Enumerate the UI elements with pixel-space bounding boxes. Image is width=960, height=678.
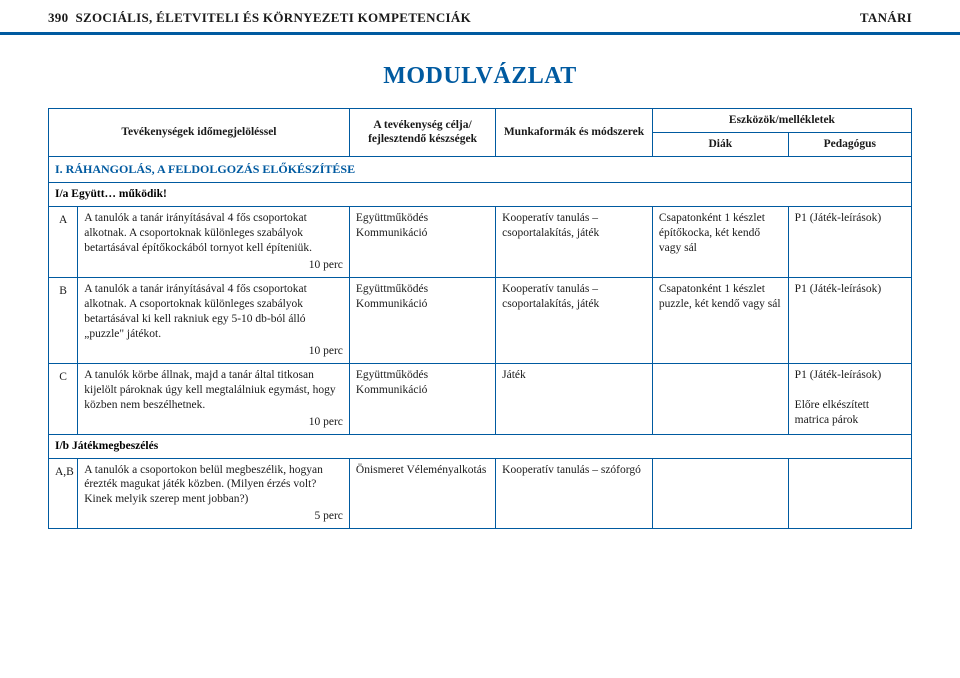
header-left-text: SZOCIÁLIS, ÉLETVITELI ÉS KÖRNYEZETI KOMP… [76, 10, 471, 25]
row-ab: A,B A tanulók a csoportokon belül megbes… [49, 458, 912, 529]
row-b: B A tanulók a tanár irányításával 4 fős … [49, 278, 912, 364]
row-b-marker: B [49, 278, 78, 364]
row-a-goal: Együttműködés Kommunikáció [349, 207, 495, 278]
header-right: TANÁRI [860, 10, 912, 26]
row-c: C A tanulók körbe állnak, majd a tanár á… [49, 363, 912, 434]
row-c-goal: Együttműködés Kommunikáció [349, 363, 495, 434]
row-b-ped: P1 (Játék-leírások) [788, 278, 911, 364]
row-a-ped: P1 (Játék-leírások) [788, 207, 911, 278]
row-c-activity-text: A tanulók körbe állnak, majd a tanár ált… [84, 369, 335, 411]
row-ab-diak [652, 458, 788, 529]
row-b-activity: A tanulók a tanár irányításával 4 fős cs… [78, 278, 350, 364]
sub-1a-label: I/a Együtt… működik! [49, 183, 912, 207]
row-a-timing: 10 perc [84, 258, 343, 273]
col-tools: Eszközök/mellékletek [652, 109, 911, 133]
header-rule [0, 32, 960, 35]
row-b-goal: Együttműködés Kommunikáció [349, 278, 495, 364]
col-goal: A tevékenység célja/ fejlesztendő készsé… [349, 109, 495, 157]
row-ab-timing: 5 perc [84, 509, 343, 524]
row-ab-goal: Önismeret Véleményalkotás [349, 458, 495, 529]
row-a-marker: A [49, 207, 78, 278]
row-b-activity-text: A tanulók a tanár irányításával 4 fős cs… [84, 283, 307, 340]
col-activities: Tevékenységek időmegjelöléssel [49, 109, 350, 157]
row-a-diak: Csapatonként 1 készlet építőkocka, két k… [652, 207, 788, 278]
row-a: A A tanulók a tanár irányításával 4 fős … [49, 207, 912, 278]
row-ab-activity-text: A tanulók a csoportokon belül megbeszéli… [84, 464, 323, 506]
section-1-label: I. RÁHANGOLÁS, A FELDOLGOZÁS ELŐKÉSZÍTÉS… [49, 156, 912, 183]
col-methods: Munkaformák és módszerek [496, 109, 653, 157]
row-c-marker: C [49, 363, 78, 434]
row-ab-ped [788, 458, 911, 529]
row-a-activity: A tanulók a tanár irányításával 4 fős cs… [78, 207, 350, 278]
row-ab-activity: A tanulók a csoportokon belül megbeszéli… [78, 458, 350, 529]
row-ab-method: Kooperatív tanulás – szóforgó [496, 458, 653, 529]
page-title: MODULVÁZLAT [0, 63, 960, 90]
sub-1b-label: I/b Játékmegbeszélés [49, 434, 912, 458]
row-c-method: Játék [496, 363, 653, 434]
row-c-activity: A tanulók körbe állnak, majd a tanár ált… [78, 363, 350, 434]
row-b-timing: 10 perc [84, 344, 343, 359]
row-a-activity-text: A tanulók a tanár irányításával 4 fős cs… [84, 212, 312, 254]
section-1-header: I. RÁHANGOLÁS, A FELDOLGOZÁS ELŐKÉSZÍTÉS… [49, 156, 912, 183]
row-b-diak: Csapatonként 1 készlet puzzle, két kendő… [652, 278, 788, 364]
col-ped: Pedagógus [788, 132, 911, 156]
row-c-ped1: P1 (Játék-leírások) [795, 369, 882, 381]
header-row-1: Tevékenységek időmegjelöléssel A tevéken… [49, 109, 912, 133]
row-c-ped2: Előre elkészített matrica párok [795, 399, 869, 426]
col-diak: Diák [652, 132, 788, 156]
row-a-method: Kooperatív tanulás – csoportalakítás, já… [496, 207, 653, 278]
page-header: 390 SZOCIÁLIS, ÉLETVITELI ÉS KÖRNYEZETI … [0, 0, 960, 30]
row-c-diak [652, 363, 788, 434]
sub-1a-header: I/a Együtt… működik! [49, 183, 912, 207]
row-b-method: Kooperatív tanulás – csoportalakítás, já… [496, 278, 653, 364]
page-number: 390 [48, 10, 68, 25]
row-c-timing: 10 perc [84, 415, 343, 430]
header-left: 390 SZOCIÁLIS, ÉLETVITELI ÉS KÖRNYEZETI … [48, 10, 471, 26]
module-table: Tevékenységek időmegjelöléssel A tevéken… [48, 108, 912, 529]
sub-1b-header: I/b Játékmegbeszélés [49, 434, 912, 458]
content-area: Tevékenységek időmegjelöléssel A tevéken… [0, 108, 960, 529]
row-c-ped: P1 (Játék-leírások) Előre elkészített ma… [788, 363, 911, 434]
row-ab-marker: A,B [49, 458, 78, 529]
